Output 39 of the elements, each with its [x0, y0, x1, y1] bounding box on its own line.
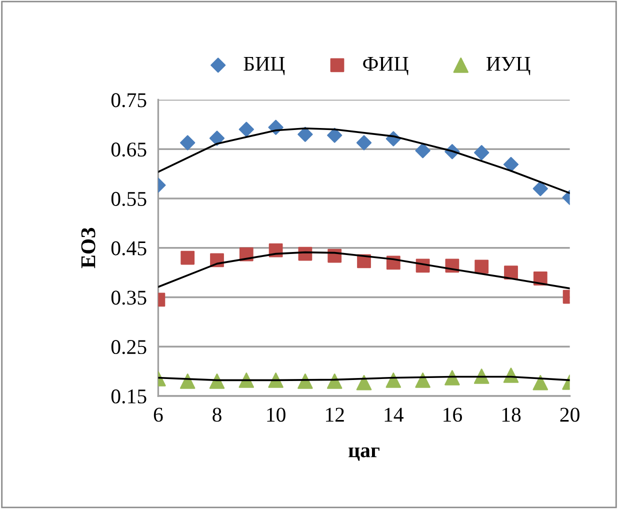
x-axis-title: цаг [348, 447, 380, 461]
x-tick-label: 12 [326, 408, 344, 422]
point [180, 250, 195, 265]
point [444, 370, 460, 386]
x-tick-label: 16 [444, 408, 462, 422]
y-tick-label: 0.45 [111, 241, 146, 256]
legend-label: ИУЦ [486, 57, 530, 76]
point [415, 143, 430, 158]
y-tick-label: 0.55 [111, 192, 146, 206]
point [327, 128, 342, 143]
point [503, 156, 519, 172]
point [180, 374, 196, 389]
point [326, 374, 342, 389]
legend-label: ФИЦ [363, 57, 408, 76]
point [356, 375, 372, 390]
point [356, 135, 372, 150]
point [209, 130, 225, 146]
y-tick-label: 0.35 [111, 290, 146, 305]
y-tick-label: 0.65 [111, 142, 146, 157]
y-tick-label: 0.25 [111, 340, 146, 354]
point [180, 135, 196, 150]
point [532, 181, 548, 196]
x-tick-label: 6 [154, 408, 163, 422]
legend-label: БИЦ [244, 57, 285, 76]
point [532, 375, 548, 390]
point [386, 372, 402, 388]
point [238, 122, 254, 137]
point [474, 145, 490, 160]
x-tick-label: 10 [267, 408, 286, 422]
x-tick-label: 8 [212, 408, 222, 422]
point [298, 126, 313, 142]
x-tick-label: 18 [502, 408, 521, 422]
y-tick-label: 0.15 [111, 389, 146, 404]
point [474, 260, 489, 274]
y-tick-label: 0.75 [111, 93, 146, 108]
point [415, 372, 430, 388]
x-tick-label: 20 [560, 408, 580, 422]
x-tick-label: 14 [384, 408, 404, 422]
y-axis-title: ЕОЗ [81, 228, 96, 268]
